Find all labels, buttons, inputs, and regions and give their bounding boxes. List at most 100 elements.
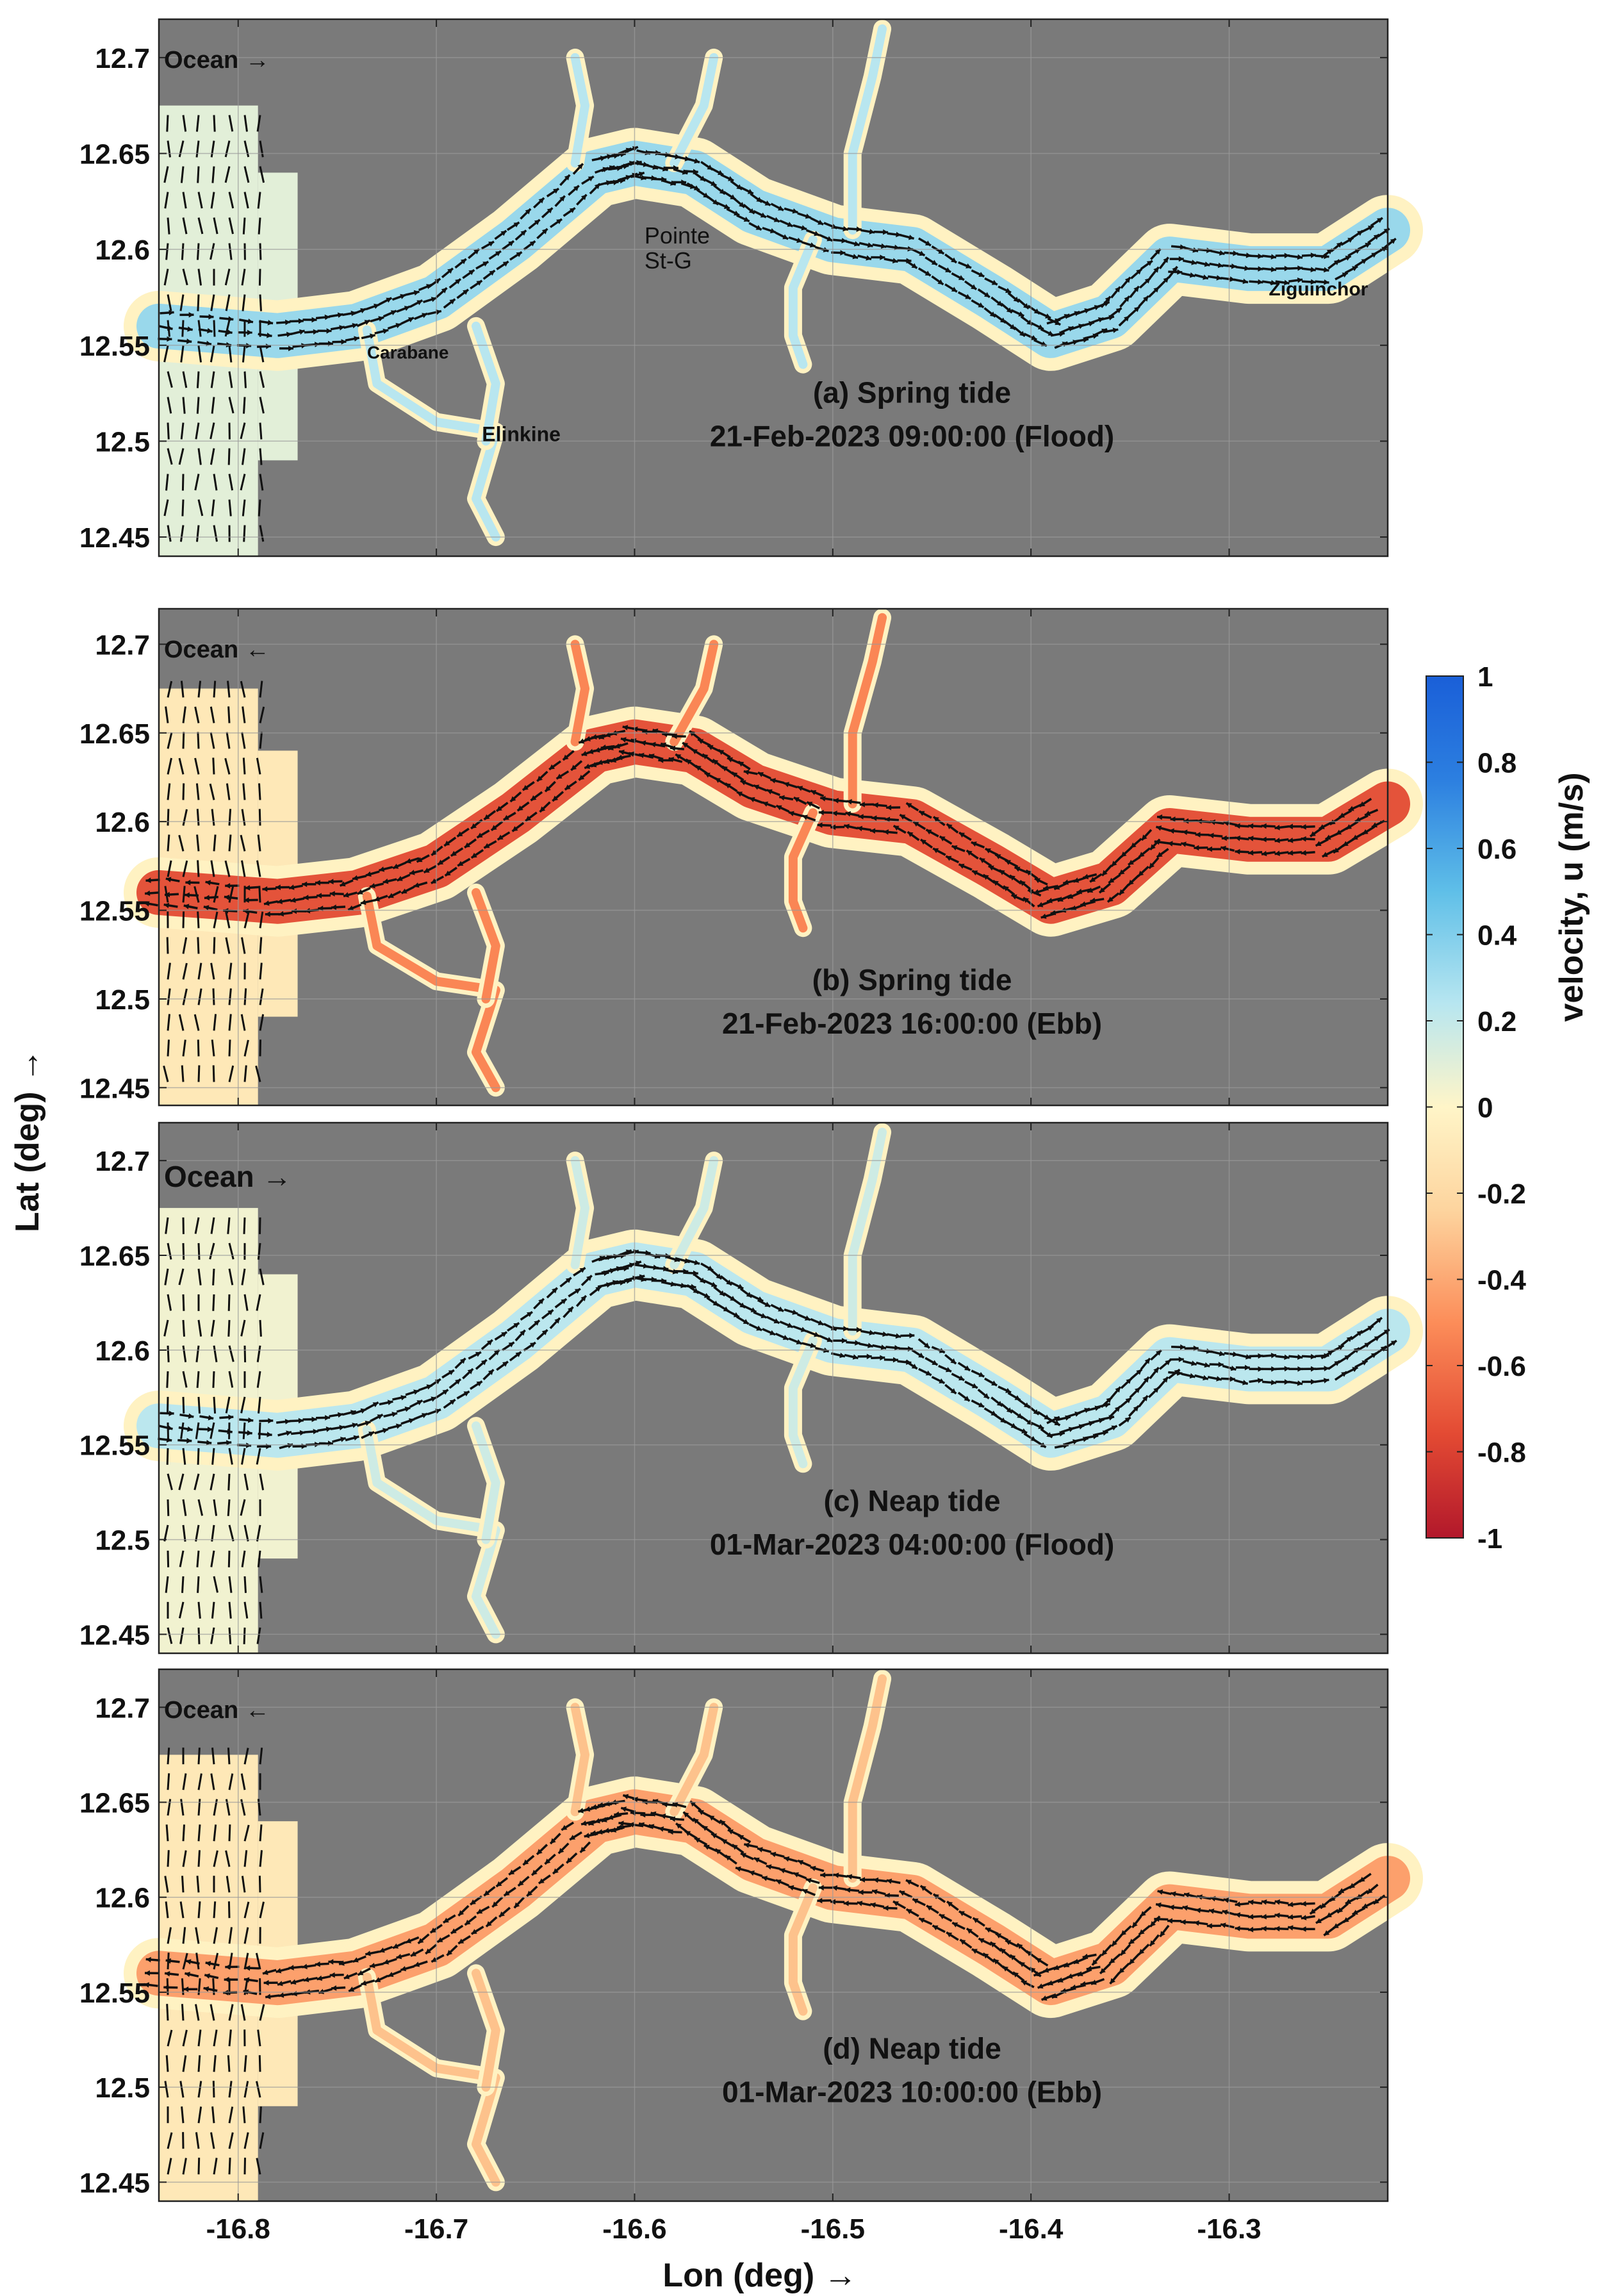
velocity-arrowhead xyxy=(460,259,466,265)
tributary-channel xyxy=(848,613,887,809)
velocity-arrowhead xyxy=(993,880,999,886)
velocity-arrowhead xyxy=(574,1289,580,1294)
coastal-velocity-arrow xyxy=(195,115,200,132)
coastal-velocity-arrow xyxy=(224,268,231,286)
velocity-arrowhead xyxy=(817,1897,823,1904)
velocity-arrowhead xyxy=(983,1393,989,1399)
velocity-arrowhead xyxy=(1011,894,1017,900)
coastal-velocity-arrow xyxy=(213,1396,217,1414)
panel-subtitle: 21-Feb-2023 16:00:00 (Ebb) xyxy=(722,1007,1102,1040)
velocity-arrowhead xyxy=(1359,801,1365,807)
coastal-velocity-arrow xyxy=(182,732,185,749)
coastal-velocity-arrow xyxy=(210,294,215,311)
velocity-arrowhead xyxy=(443,1917,449,1923)
coastal-velocity-arrow xyxy=(167,962,171,980)
velocity-arrowhead xyxy=(778,205,784,211)
velocity-arrowhead xyxy=(1191,1360,1197,1366)
coastal-velocity-arrow xyxy=(213,2029,218,2047)
coastal-velocity-arrow xyxy=(182,1039,186,1057)
velocity-arrowhead xyxy=(1143,296,1149,302)
coastal-velocity-arrow xyxy=(182,1953,188,1970)
velocity-arrowhead xyxy=(1083,337,1089,343)
velocity-arrowhead xyxy=(833,798,839,804)
velocity-arrowhead xyxy=(621,737,627,743)
coastal-velocity-arrow xyxy=(167,1396,169,1414)
velocity-arrowhead xyxy=(1035,878,1040,884)
velocity-arrowhead xyxy=(1080,901,1086,907)
coastal-velocity-arrow xyxy=(241,1876,246,1893)
velocity-arrowhead xyxy=(1177,1370,1183,1376)
y-tick-label: 12.7 xyxy=(95,1146,150,1177)
coastal-velocity-arrow xyxy=(197,1824,201,1842)
velocity-arrowhead xyxy=(549,764,555,770)
coastal-velocity-arrow xyxy=(179,1627,185,1644)
velocity-arrowhead xyxy=(797,786,803,791)
velocity-arrowhead xyxy=(932,1360,938,1365)
velocity-arrowhead xyxy=(658,1826,664,1832)
velocity-arrowhead xyxy=(1270,267,1276,272)
velocity-arrowhead xyxy=(442,1389,448,1395)
velocity-arrowhead xyxy=(1258,1366,1263,1372)
coastal-velocity-arrow xyxy=(179,2081,185,2098)
velocity-arrowhead xyxy=(840,250,846,256)
velocity-arrowhead xyxy=(1124,277,1131,283)
coastal-velocity-arrow xyxy=(197,345,202,363)
velocity-arrowhead xyxy=(1248,836,1254,841)
velocity-arrowhead xyxy=(390,310,397,316)
velocity-arrowhead xyxy=(1076,888,1083,895)
velocity-arrowhead xyxy=(1181,841,1187,847)
coastal-velocity-arrow xyxy=(182,1396,185,1414)
velocity-arrowhead xyxy=(1336,242,1342,248)
velocity-arrowhead xyxy=(1017,1944,1023,1949)
velocity-arrowhead xyxy=(1229,276,1235,282)
velocity-arrowhead xyxy=(406,858,411,864)
velocity-arrowhead xyxy=(933,816,939,822)
velocity-arrowhead xyxy=(806,1878,812,1883)
tributary-channel xyxy=(788,235,818,369)
velocity-arrowhead xyxy=(1338,1345,1344,1351)
tributary-channel xyxy=(670,1703,719,1817)
velocity-arrowhead xyxy=(1203,1375,1208,1381)
tributary-channel xyxy=(788,1336,818,1469)
velocity-arrowhead xyxy=(464,1919,471,1925)
velocity-arrowhead xyxy=(1284,265,1290,272)
coastal-velocity-arrow xyxy=(164,1268,169,1285)
velocity-arrowhead xyxy=(788,1885,794,1891)
velocity-arrowhead xyxy=(1169,1904,1174,1910)
velocity-arrowhead xyxy=(810,1865,816,1871)
velocity-arrowhead xyxy=(471,1929,477,1935)
colorbar: 10.80.60.40.20-0.2-0.4-0.6-0.8-1 xyxy=(1426,661,1526,1555)
velocity-arrowhead xyxy=(779,795,785,801)
x-axis-title: Lon (deg) → xyxy=(662,2257,857,2294)
coastal-velocity-arrow xyxy=(228,1014,232,1031)
coastal-velocity-arrow xyxy=(242,2106,246,2124)
velocity-arrowhead xyxy=(185,1972,190,1978)
coastal-velocity-arrow xyxy=(210,371,215,388)
velocity-arrowhead xyxy=(581,1821,587,1826)
velocity-arrowhead xyxy=(946,823,953,830)
coastal-velocity-arrow xyxy=(227,681,231,698)
velocity-arrowhead xyxy=(762,801,769,807)
coastal-velocity-arrow xyxy=(213,2158,218,2175)
velocity-arrowhead xyxy=(1323,1378,1329,1383)
velocity-arrowhead xyxy=(598,1802,604,1808)
velocity-arrowhead xyxy=(422,313,427,318)
velocity-arrowhead xyxy=(581,750,588,756)
velocity-arrowhead xyxy=(1071,1984,1076,1990)
coastal-velocity-arrow xyxy=(258,1396,261,1414)
coastal-velocity-arrow xyxy=(259,732,263,749)
coastal-velocity-arrow xyxy=(228,1773,234,1790)
coastal-velocity-arrow xyxy=(226,783,231,800)
velocity-arrowhead xyxy=(579,1268,586,1273)
coastal-velocity-arrow xyxy=(259,294,262,311)
velocity-arrowhead xyxy=(1261,823,1267,829)
velocity-arrowhead xyxy=(1146,260,1153,266)
velocity-arrowhead xyxy=(313,329,318,335)
velocity-arrowhead xyxy=(1191,260,1197,265)
coastal-velocity-arrow xyxy=(211,397,215,414)
velocity-arrowhead xyxy=(900,814,906,820)
x-tick-label: -16.7 xyxy=(404,2213,468,2245)
coastal-velocity-arrow xyxy=(241,1550,246,1567)
velocity-arrowhead xyxy=(393,863,399,869)
velocity-arrowhead xyxy=(1154,839,1160,845)
